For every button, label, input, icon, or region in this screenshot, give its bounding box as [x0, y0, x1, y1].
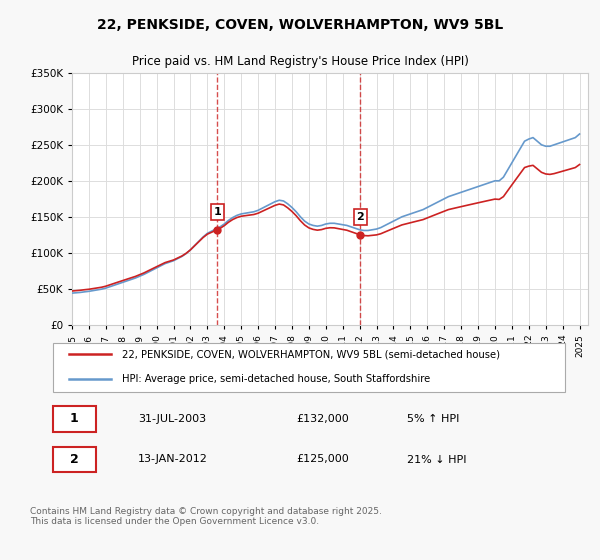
Text: 1: 1	[70, 412, 79, 426]
Text: 22, PENKSIDE, COVEN, WOLVERHAMPTON, WV9 5BL (semi-detached house): 22, PENKSIDE, COVEN, WOLVERHAMPTON, WV9 …	[122, 349, 500, 360]
FancyBboxPatch shape	[53, 446, 95, 473]
FancyBboxPatch shape	[53, 406, 95, 432]
Text: 31-JUL-2003: 31-JUL-2003	[138, 414, 206, 424]
Text: £125,000: £125,000	[296, 455, 349, 464]
Text: £132,000: £132,000	[296, 414, 349, 424]
Text: 22, PENKSIDE, COVEN, WOLVERHAMPTON, WV9 5BL: 22, PENKSIDE, COVEN, WOLVERHAMPTON, WV9 …	[97, 18, 503, 32]
Text: 13-JAN-2012: 13-JAN-2012	[138, 455, 208, 464]
Text: 2: 2	[70, 453, 79, 466]
Text: 1: 1	[213, 207, 221, 217]
Text: Contains HM Land Registry data © Crown copyright and database right 2025.
This d: Contains HM Land Registry data © Crown c…	[30, 507, 382, 526]
Text: 5% ↑ HPI: 5% ↑ HPI	[407, 414, 460, 424]
Text: HPI: Average price, semi-detached house, South Staffordshire: HPI: Average price, semi-detached house,…	[122, 374, 430, 384]
FancyBboxPatch shape	[53, 343, 565, 392]
Text: 21% ↓ HPI: 21% ↓ HPI	[407, 455, 467, 464]
Text: 2: 2	[356, 212, 364, 222]
Text: Price paid vs. HM Land Registry's House Price Index (HPI): Price paid vs. HM Land Registry's House …	[131, 55, 469, 68]
